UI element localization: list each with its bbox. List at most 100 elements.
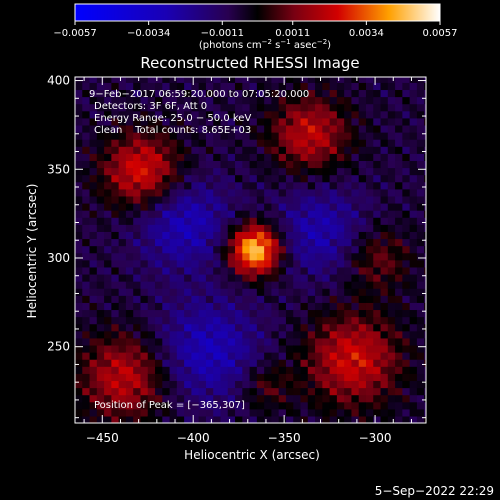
heatmap-cell [75, 295, 83, 303]
heatmap-cell [264, 387, 273, 396]
heatmap-cell [184, 252, 192, 261]
heatmap-cell [416, 344, 425, 353]
heatmap-cell [293, 146, 302, 154]
heatmap-cell [256, 302, 265, 311]
heatmap-cell [307, 89, 316, 98]
heatmap-cell [271, 231, 280, 240]
heatmap-cell [169, 139, 178, 147]
heatmap-cell [198, 224, 207, 232]
heatmap-cell [147, 252, 156, 261]
heatmap-cell [409, 146, 418, 154]
heatmap-cell [278, 302, 287, 311]
heatmap-cell [329, 238, 338, 247]
heatmap-cell [133, 210, 142, 218]
heatmap-cell [365, 252, 374, 261]
heatmap-cell [285, 202, 294, 211]
heatmap-cell [300, 394, 309, 403]
heatmap-cell [184, 103, 192, 112]
heatmap-cell [191, 288, 200, 296]
heatmap-cell [118, 238, 127, 247]
heatmap-cell [285, 174, 294, 183]
heatmap-cell [198, 153, 207, 161]
heatmap-cell [278, 139, 287, 147]
y-axis-label: Heliocentric Y (arcsec) [25, 184, 39, 319]
heatmap-cell [351, 77, 360, 83]
heatmap-cell [198, 259, 207, 268]
heatmap-cell [249, 89, 258, 98]
heatmap-cell [293, 352, 302, 360]
heatmap-cell [278, 146, 287, 154]
heatmap-cell [235, 89, 243, 98]
heatmap-cell [89, 309, 98, 318]
heatmap-cell [242, 110, 251, 119]
heatmap-cell [373, 415, 382, 423]
heatmap-cell [256, 359, 265, 367]
heatmap-cell [242, 153, 251, 161]
heatmap-cell [293, 77, 302, 83]
heatmap-cell [409, 387, 418, 396]
heatmap-cell [344, 188, 353, 197]
heatmap-cell [191, 174, 200, 183]
heatmap-cell [184, 394, 192, 403]
heatmap-cell [395, 195, 403, 204]
heatmap-cell [416, 117, 425, 126]
heatmap-cell [307, 415, 316, 423]
heatmap-cell [133, 309, 142, 318]
heatmap-cell [118, 344, 127, 353]
heatmap-cell [227, 153, 236, 161]
heatmap-cell [213, 401, 222, 410]
heatmap-cell [125, 266, 134, 275]
heatmap-cell [315, 82, 323, 91]
heatmap-cell [416, 96, 425, 105]
heatmap-cell [278, 401, 287, 410]
heatmap-cell [358, 309, 367, 318]
heatmap-cell [198, 89, 207, 98]
heatmap-cell [125, 167, 134, 176]
heatmap-cell [380, 266, 389, 275]
heatmap-cell [125, 89, 134, 98]
heatmap-cell [271, 77, 280, 83]
heatmap-cell [169, 195, 178, 204]
heatmap-cell [285, 188, 294, 197]
heatmap-cell [198, 132, 207, 140]
heatmap-cell [256, 323, 265, 332]
heatmap-cell [365, 110, 374, 119]
heatmap-cell [351, 316, 360, 325]
heatmap-cell [82, 167, 91, 176]
heatmap-cell [409, 188, 418, 197]
heatmap-cell [387, 323, 396, 332]
heatmap-cell [198, 380, 207, 389]
heatmap-cell [176, 408, 185, 417]
heatmap-cell [118, 117, 127, 126]
heatmap-cell [387, 352, 396, 360]
heatmap-cell [307, 132, 316, 140]
heatmap-cell [395, 153, 403, 161]
heatmap-cell [285, 309, 294, 318]
heatmap-cell [111, 344, 120, 353]
heatmap-cell [409, 238, 418, 247]
heatmap-cell [315, 259, 323, 268]
heatmap-cell [278, 273, 287, 282]
heatmap-cell [271, 316, 280, 325]
heatmap-cell [89, 231, 98, 240]
heatmap-cell [213, 89, 222, 98]
heatmap-cell [82, 77, 91, 83]
heatmap-cell [169, 224, 178, 232]
heatmap-cell [409, 401, 418, 410]
heatmap-cell [424, 415, 426, 423]
heatmap-cell [205, 195, 214, 204]
heatmap-cell [104, 415, 112, 423]
heatmap-cell [147, 238, 156, 247]
heatmap-cell [220, 266, 229, 275]
heatmap-cell [155, 359, 163, 367]
heatmap-cell [264, 245, 273, 254]
heatmap-cell [155, 344, 163, 353]
heatmap-cell [155, 139, 163, 147]
heatmap-cell [351, 82, 360, 91]
heatmap-cell [125, 210, 134, 218]
heatmap-cell [220, 195, 229, 204]
heatmap-cell [96, 202, 105, 211]
heatmap-cell [184, 77, 192, 83]
heatmap-cell [184, 195, 192, 204]
heatmap-cell [315, 394, 323, 403]
